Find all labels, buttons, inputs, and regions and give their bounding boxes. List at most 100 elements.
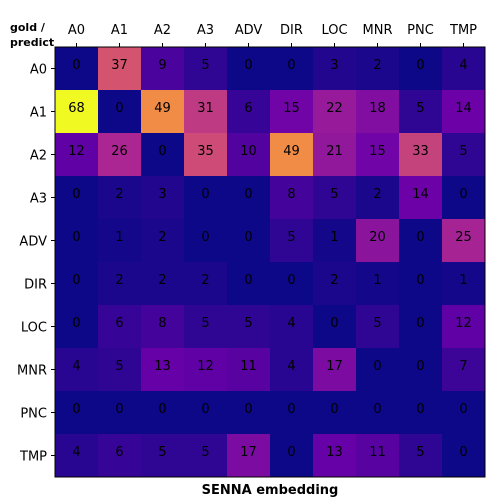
heatmap-cell-LOC-A3 [184,305,228,349]
cell-value-label: 0 [287,58,295,73]
y-tick-label-PNC: PNC [20,407,47,422]
heatmap-cell-A2-TMP [442,133,486,177]
heatmap-cell-A0-A2 [141,47,185,91]
heatmap-cell-A1-DIR [270,90,314,134]
cell-value-label: 3 [158,187,166,202]
heatmap-cell-A3-A0 [55,176,99,220]
cell-value-label: 0 [416,230,424,245]
cell-value-label: 26 [111,144,128,159]
cell-value-label: 5 [416,101,424,116]
plot-frame [54,46,486,478]
cell-value-label: 14 [412,187,429,202]
heatmap-cell-PNC-A2 [141,391,185,435]
heatmap-cell-DIR-LOC [313,262,357,306]
heatmap-cell-A0-A0 [55,47,99,91]
cell-value-label: 22 [326,101,343,116]
cell-value-label: 5 [459,144,467,159]
cell-value-label: 15 [369,144,386,159]
heatmap-cell-MNR-MNR [356,348,400,392]
cell-value-label: 5 [330,187,338,202]
cell-value-label: 0 [244,402,252,417]
heatmap-cell-ADV-A2 [141,219,185,263]
y-tick-label-LOC: LOC [21,321,47,336]
heatmap-cell-DIR-PNC [399,262,443,306]
cell-value-label: 5 [373,316,381,331]
cell-value-label: 25 [455,230,472,245]
heatmap-cell-LOC-LOC [313,305,357,349]
x-tick-label-A2: A2 [154,23,171,38]
x-tick-label-MNR: MNR [363,23,393,38]
cell-value-label: 5 [201,445,209,460]
cell-value-label: 2 [373,187,381,202]
heatmap-cell-TMP-ADV [227,434,271,478]
cell-value-label: 0 [416,359,424,374]
cell-value-label: 11 [240,359,257,374]
heatmap-cell-A2-PNC [399,133,443,177]
cell-value-label: 0 [72,316,80,331]
cell-value-label: 3 [330,58,338,73]
heatmap-cell-A3-A2 [141,176,185,220]
heatmap-cell-MNR-ADV [227,348,271,392]
cell-value-label: 11 [369,445,386,460]
cell-value-label: 0 [244,273,252,288]
heatmap-cell-DIR-A0 [55,262,99,306]
y-tick-label-A1: A1 [30,106,47,121]
cell-value-label: 6 [115,445,123,460]
x-axis-ticks: A0 A1 A2 A3 ADV DIR LOC MNR PNC TMP [68,23,477,47]
cell-value-label: 0 [330,316,338,331]
cell-value-label: 0 [201,402,209,417]
cell-value-label: 8 [158,316,166,331]
cell-value-label: 0 [373,359,381,374]
heatmap-cell-PNC-DIR [270,391,314,435]
cell-value-label: 21 [326,144,343,159]
corner-label: gold / predict [10,20,70,50]
heatmap-cell-ADV-LOC [313,219,357,263]
heatmap-cell-LOC-ADV [227,305,271,349]
cell-value-label: 0 [115,402,123,417]
heatmap-cell-A2-A0 [55,133,99,177]
cell-value-label: 2 [115,187,123,202]
cell-value-label: 33 [412,144,429,159]
cell-value-label: 0 [416,58,424,73]
heatmap-cell-TMP-MNR [356,434,400,478]
y-tick-label-ADV: ADV [19,235,47,250]
heatmap-cell-A1-TMP [442,90,486,134]
cell-value-label: 4 [287,316,295,331]
cell-value-label: 1 [459,273,467,288]
heatmap-cell-TMP-TMP [442,434,486,478]
heatmap-cell-A0-PNC [399,47,443,91]
cell-value-label: 8 [287,187,295,202]
cell-value-label: 18 [369,101,386,116]
y-axis-ticks: A0 A1 A2 A3 ADV DIR LOC MNR PNC TMP [17,63,55,465]
heatmap-cell-DIR-A3 [184,262,228,306]
cell-value-label: 5 [287,230,295,245]
heatmap-cell-DIR-DIR [270,262,314,306]
heatmap-cell-LOC-A2 [141,305,185,349]
x-tick-label-PNC: PNC [407,23,434,38]
heatmap-cell-MNR-TMP [442,348,486,392]
cell-value-label: 1 [330,230,338,245]
cell-value-label: 0 [72,273,80,288]
cell-value-label: 1 [115,230,123,245]
heatmap-cell-PNC-PNC [399,391,443,435]
cell-value-label: 0 [459,402,467,417]
cell-value-label: 0 [459,445,467,460]
cell-value-label: 12 [197,359,214,374]
y-tick-label-A3: A3 [30,192,47,207]
cell-value-label: 0 [287,402,295,417]
heatmap-cell-A3-PNC [399,176,443,220]
cell-value-label: 0 [72,58,80,73]
heatmap-cell-A2-A3 [184,133,228,177]
heatmap-cell-A2-A1 [98,133,142,177]
cell-value-label: 0 [287,273,295,288]
heatmap-cell-ADV-ADV [227,219,271,263]
heatmap-cell-A1-A3 [184,90,228,134]
heatmap-cell-A0-LOC [313,47,357,91]
heatmap-cell-A0-TMP [442,47,486,91]
heatmap-cell-A1-A2 [141,90,185,134]
y-tick-label-DIR: DIR [24,278,47,293]
cell-value-label: 4 [72,359,80,374]
heatmap-cell-DIR-ADV [227,262,271,306]
heatmap-cell-A3-MNR [356,176,400,220]
